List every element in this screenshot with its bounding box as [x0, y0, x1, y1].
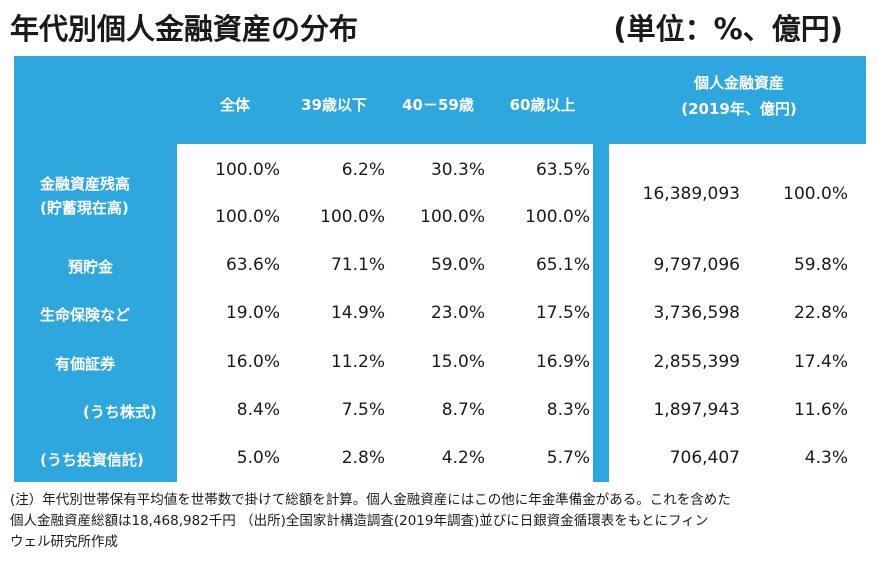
table-cell: 23.0%	[430, 303, 485, 323]
table-cell: 4.2%	[441, 448, 485, 468]
table-cell-share: 11.6%	[793, 400, 848, 420]
page-title: 年代別個人金融資産の分布	[10, 12, 359, 46]
table-cell-amount: 2,855,399	[653, 352, 740, 372]
table-cell: 100.0%	[215, 207, 280, 227]
footnote-line: 個人金融資産総額は18,468,982千円 （出所)全国家計構造調査(2019年…	[10, 513, 709, 529]
table-cell: 71.1%	[330, 255, 385, 275]
column-divider	[593, 144, 609, 482]
table-cell: 19.0%	[225, 303, 280, 323]
row-label-deposits: 預貯金	[68, 258, 114, 276]
row-label-column	[14, 144, 177, 482]
table-cell: 16.9%	[535, 352, 590, 372]
table-cell: 5.0%	[236, 448, 280, 468]
table-cell: 8.3%	[546, 400, 590, 420]
table-cell: 100.0%	[525, 207, 590, 227]
table-cell: 17.5%	[535, 303, 590, 323]
table-cell-share: 4.3%	[804, 448, 848, 468]
col-header-personal-assets-line1: 個人金融資産	[693, 74, 784, 92]
table-cell: 2.8%	[341, 448, 385, 468]
table-cell: 65.1%	[535, 255, 590, 275]
footnote-line: ウェル研究所作成	[10, 534, 118, 550]
col-header-40-59: 40－59歳	[402, 96, 474, 114]
table-cell: 7.5%	[341, 400, 385, 420]
table-cell: 15.0%	[430, 352, 485, 372]
table-cell: 30.3%	[430, 160, 485, 180]
table-cell: 5.7%	[546, 448, 590, 468]
table-cell-share: 22.8%	[793, 303, 848, 323]
table-cell-amount: 16,389,093	[642, 184, 740, 204]
table-cell: 16.0%	[225, 352, 280, 372]
table-cell: 63.6%	[225, 255, 280, 275]
row-label-life-insurance: 生命保険など	[40, 306, 131, 324]
row-label-investment-trusts: (うち投資信託)	[40, 451, 144, 469]
footnote: (注）年代別世帯保有平均値を世帯数で掛けて総額を計算。個人金融資産にはこの他に年…	[10, 490, 870, 553]
table-cell: 100.0%	[420, 207, 485, 227]
row-label-total-assets: 金融資産残高	[40, 175, 131, 193]
unit-label: (単位：%、億円)	[613, 12, 843, 46]
table-cell: 6.2%	[341, 160, 385, 180]
table-cell: 63.5%	[535, 160, 590, 180]
col-header-personal-assets: 個人金融資産 (2019年、億円)	[612, 70, 866, 122]
footnote-line: (注）年代別世帯保有平均値を世帯数で掛けて総額を計算。個人金融資産にはこの他に年…	[10, 492, 731, 508]
table-cell: 11.2%	[330, 352, 385, 372]
table-cell-amount: 3,736,598	[653, 303, 740, 323]
table-cell-amount: 1,897,943	[653, 400, 740, 420]
table-cell-amount: 706,407	[669, 448, 740, 468]
table-cell: 59.0%	[430, 255, 485, 275]
table-cell-share: 100.0%	[783, 184, 848, 204]
col-header-60plus: 60歳以上	[509, 96, 576, 114]
table-cell-share: 59.8%	[793, 255, 848, 275]
table-cell: 100.0%	[320, 207, 385, 227]
table-cell-amount: 9,797,096	[653, 255, 740, 275]
table-header-band	[14, 56, 866, 144]
col-header-all: 全体	[219, 96, 250, 114]
row-label-stocks: (うち株式)	[83, 403, 157, 421]
col-header-personal-assets-line2: (2019年、億円)	[681, 100, 797, 118]
table-cell: 8.4%	[236, 400, 280, 420]
table-cell: 14.9%	[330, 303, 385, 323]
row-label-securities: 有価証券	[55, 355, 116, 373]
row-label-total-assets-sub: (貯蓄現在高)	[40, 199, 129, 217]
table-cell: 8.7%	[441, 400, 485, 420]
table-cell-share: 17.4%	[793, 352, 848, 372]
col-header-under39: 39歳以下	[301, 96, 367, 114]
table-cell: 100.0%	[215, 160, 280, 180]
